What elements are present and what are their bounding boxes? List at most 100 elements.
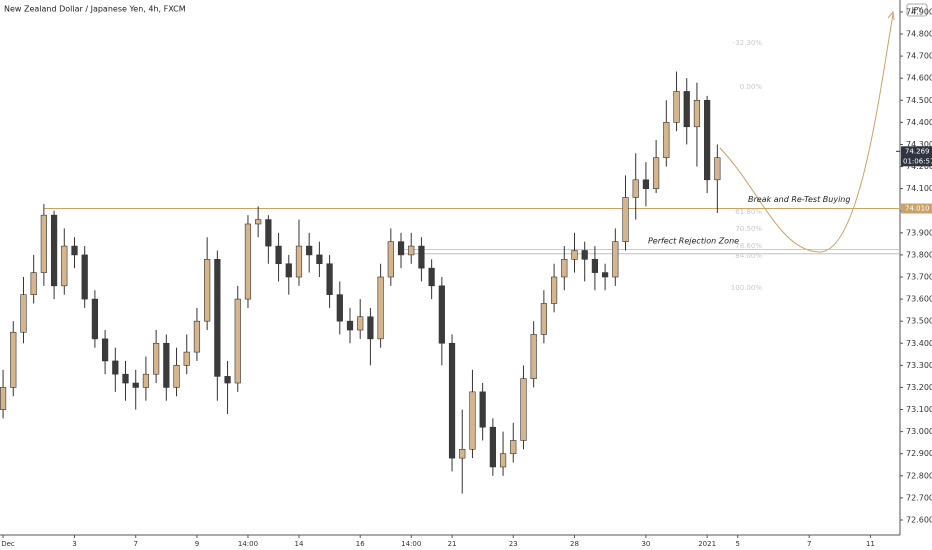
candle-body: [387, 241, 394, 278]
candle-body: [91, 298, 99, 340]
fib-label: 78.60%: [735, 242, 762, 250]
candle-body: [704, 99, 711, 181]
candle-body: [265, 219, 272, 247]
y-tick-label: 72.900: [906, 449, 932, 458]
x-tick-label: 14:00: [401, 540, 421, 548]
candle-body: [591, 259, 599, 273]
candle-body: [50, 214, 58, 287]
candle-body: [489, 426, 496, 468]
y-tick-label: 74.200: [906, 162, 932, 171]
candle-body: [653, 157, 660, 189]
candle-body: [224, 376, 231, 384]
y-tick-label: 73.900: [906, 228, 932, 237]
y-tick-label: 73.400: [906, 339, 932, 348]
candle-body: [244, 223, 252, 300]
fib-label: 61.80%: [735, 208, 762, 216]
candle-body: [377, 276, 384, 340]
candle-body: [632, 179, 639, 198]
candle-body: [234, 298, 241, 384]
chart-title: New Zealand Dollar / Japanese Yen, 4h, F…: [4, 5, 186, 14]
x-tick-label: 14: [295, 540, 304, 548]
candle-body: [132, 382, 139, 388]
candle-body: [397, 241, 405, 256]
candle-body: [428, 267, 435, 287]
candle-body: [561, 259, 568, 278]
candle-body: [122, 373, 129, 384]
level-label: 74.010: [905, 205, 930, 213]
candle-body: [571, 250, 578, 260]
candle-body: [183, 351, 190, 366]
candle-body: [601, 272, 609, 278]
currency-label: JPY: [911, 6, 923, 14]
x-tick-label: 21: [448, 540, 457, 548]
y-tick-label: 73.600: [906, 295, 932, 304]
candle-body: [530, 334, 537, 379]
y-tick-label: 72.600: [906, 515, 932, 524]
currency-box: [906, 3, 928, 17]
candle-body: [20, 294, 27, 333]
candle-body: [714, 157, 721, 181]
fib-label: -32.30%: [733, 39, 763, 47]
candle-body: [622, 197, 629, 242]
candle-body: [214, 259, 221, 377]
candle-body: [693, 99, 701, 128]
x-tick-label: 7: [807, 540, 811, 548]
candle-body: [295, 245, 303, 278]
candle-body: [112, 360, 119, 375]
fib-label: 100.00%: [731, 284, 762, 292]
candle-body: [438, 285, 445, 344]
candle-body: [683, 91, 690, 128]
last-price-label: 74.269: [905, 147, 930, 155]
y-tick-label: 73.200: [906, 383, 932, 392]
y-tick-label: 74.100: [906, 184, 932, 193]
candle-body: [346, 320, 354, 331]
y-tick-label: 73.700: [906, 272, 932, 281]
x-tick-label: 28: [570, 540, 579, 548]
candle-body: [40, 214, 47, 273]
y-tick-label: 74.400: [906, 118, 932, 127]
candle-body: [673, 91, 680, 123]
y-tick-label: 73.000: [906, 427, 932, 436]
candle-body: [550, 276, 558, 304]
candle-body: [193, 320, 201, 353]
y-tick-label: 73.800: [906, 250, 932, 259]
candle-body: [0, 387, 7, 410]
y-tick-label: 74.900: [906, 7, 932, 16]
candle-body: [285, 263, 292, 278]
candle-body: [479, 391, 486, 428]
level-label-box: [901, 203, 932, 214]
y-tick-label: 72.700: [906, 493, 932, 502]
x-tick-label: 3: [72, 540, 76, 548]
fib-label: 0.00%: [740, 83, 763, 91]
x-tick-label: 23: [509, 540, 518, 548]
y-tick-label: 73.500: [906, 317, 932, 326]
last-price-box: [901, 146, 932, 167]
candle-body: [142, 373, 150, 388]
y-tick-label: 74.800: [906, 30, 932, 39]
candle-body: [204, 259, 211, 322]
x-tick-label: 9: [195, 540, 199, 548]
candle-body: [448, 342, 456, 459]
candle-body: [510, 440, 517, 455]
y-tick-label: 73.100: [906, 405, 932, 414]
annotation: Break and Re-Test Buying: [748, 195, 851, 204]
projection-curve: [719, 13, 894, 253]
x-tick-label: 2021: [698, 540, 716, 548]
candle-body: [101, 338, 109, 362]
candle-body: [153, 342, 160, 375]
candle-body: [173, 365, 180, 388]
candle-body: [581, 250, 588, 260]
fib-label: 70.50%: [735, 225, 762, 233]
y-tick-label: 74.500: [906, 96, 932, 105]
candle-body: [30, 272, 37, 295]
candle-body: [663, 122, 670, 159]
y-tick-label: 74.600: [906, 74, 932, 83]
x-tick-label: 11: [866, 540, 875, 548]
candle-body: [326, 263, 333, 295]
candle-body: [367, 316, 374, 340]
candle-body: [408, 245, 415, 256]
annotation: Perfect Rejection Zone: [648, 236, 739, 245]
candle-body: [71, 245, 78, 256]
